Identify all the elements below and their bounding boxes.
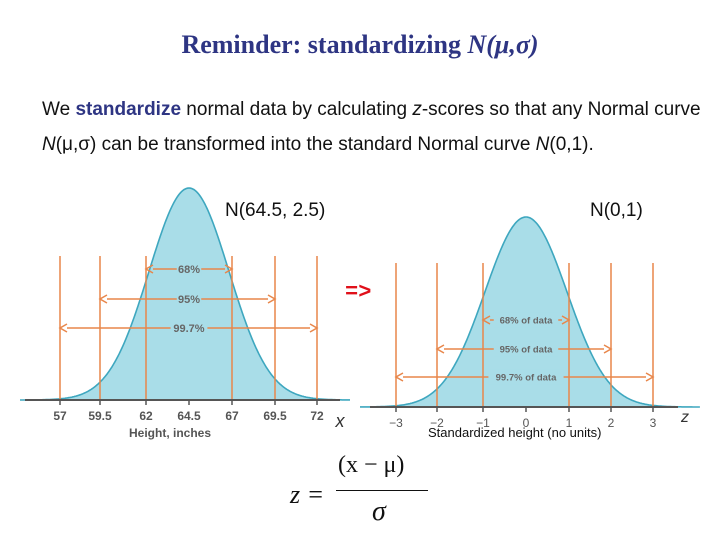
left-band-label-bg [170, 319, 208, 337]
z-score-formula: z = (x − μ) σ [290, 452, 440, 532]
right-band-label: 99.7% of data [496, 372, 557, 383]
right-band-label-bg [488, 369, 564, 385]
right-curve-fill [360, 217, 700, 407]
para-part5: (0,1). [549, 134, 594, 155]
left-tick-label: 69.5 [263, 409, 287, 423]
right-tick-label: −3 [389, 416, 403, 430]
left-tick-label: 57 [53, 409, 67, 423]
left-tick-label: 72 [310, 409, 324, 423]
left-axis-variable: x [335, 411, 346, 431]
right-band-label: 95% of data [500, 344, 554, 355]
right-tick-label: 3 [650, 416, 657, 430]
para-part3: -scores so that any Normal curve [421, 99, 701, 120]
para-highlight: standardize [75, 99, 182, 120]
left-axis-title: Height, inches [129, 426, 211, 440]
right-tick-label: −1 [476, 416, 490, 430]
para-n2: N [535, 134, 550, 155]
left-band-label: 68% [178, 264, 200, 276]
left-tick-label: 67 [225, 409, 239, 423]
left-band-label: 95% [178, 294, 200, 306]
left-band-label-bg [176, 290, 202, 308]
left-normal-curve-diagram: 68% 95% 99.7% 57 59.5 62 64.5 67 69.5 72 Height, i… [20, 187, 350, 440]
title-symbol: N(μ,σ) [467, 30, 539, 59]
para-n1: N [42, 134, 56, 155]
para-z: z [412, 99, 422, 120]
left-tick-label: 64.5 [177, 409, 201, 423]
right-normal-curve-diagram: 68% of data 95% of data 99.7% of data −3 −2 −… [360, 216, 700, 430]
right-axis-variable: z [680, 409, 689, 426]
left-curve-label: N(64.5, 2.5) [225, 200, 326, 221]
transform-arrow: => [345, 280, 372, 305]
left-band-label-bg [176, 260, 202, 278]
right-band-label: 68% of data [500, 315, 554, 326]
left-tick-label: 62 [139, 409, 153, 423]
left-tick-label: 59.5 [88, 409, 112, 423]
para-part4: (μ,σ) can be transformed into the standa… [55, 134, 536, 155]
formula-numerator: (x − μ) [338, 452, 405, 478]
intro-paragraph: We standardize normal data by calculatin… [42, 92, 702, 162]
page-title: Reminder: standardizing N(μ,σ) [0, 30, 720, 60]
right-axis-title: Standardized height (no units) [428, 425, 602, 440]
right-curve-label: N(0,1) [590, 200, 643, 221]
para-part2: normal data by calculating [181, 99, 413, 120]
right-curve-line [360, 216, 700, 408]
right-band-label-bg [493, 312, 559, 328]
left-curve-line [20, 187, 350, 401]
right-tick-label: 1 [566, 416, 573, 430]
formula-lhs: z = [290, 480, 325, 509]
right-tick-label: 0 [523, 416, 530, 430]
left-band-label: 99.7% [173, 323, 204, 335]
formula-fraction-bar [336, 490, 428, 491]
formula-denominator: σ [372, 496, 386, 527]
para-part1: We [42, 99, 76, 120]
right-tick-label: 2 [608, 416, 615, 430]
right-tick-label: −2 [430, 416, 444, 430]
title-text: Reminder: standardizing [181, 30, 468, 59]
right-band-label-bg [493, 341, 559, 357]
